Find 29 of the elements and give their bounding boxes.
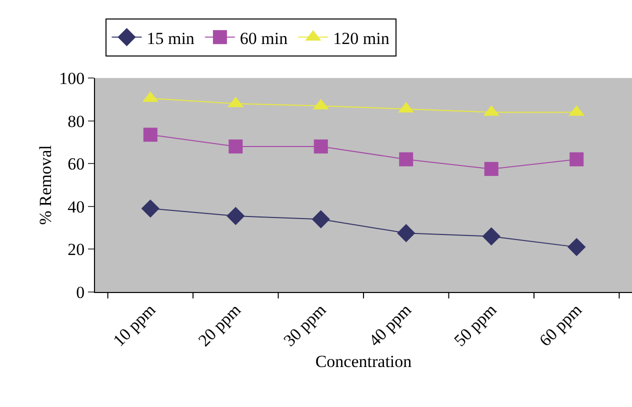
y-tick-label: 100	[59, 68, 85, 88]
y-axis-title: % Removal	[36, 144, 55, 225]
x-tick-label: 60 ppm	[536, 300, 586, 350]
point	[397, 224, 416, 242]
legend-label: 15 min	[146, 28, 195, 48]
legend-label: 120 min	[333, 28, 390, 48]
point	[482, 227, 500, 246]
point	[314, 139, 328, 154]
x-tick-label: 50 ppm	[450, 300, 500, 350]
point	[226, 206, 245, 226]
x-tick-label: 40 ppm	[365, 300, 415, 350]
point	[141, 199, 160, 218]
point	[228, 139, 243, 154]
y-tick-label: 20	[68, 240, 85, 260]
y-tick-label: 40	[68, 197, 85, 216]
point	[312, 210, 330, 228]
point	[399, 152, 414, 166]
x-tick-label: 10 ppm	[109, 300, 160, 350]
x-axis-title: Concentration	[315, 352, 412, 372]
legend-label: 60 min	[240, 28, 288, 48]
y-tick-label: 80	[68, 112, 85, 131]
y-tick-label: 0	[76, 282, 85, 302]
point	[484, 162, 498, 176]
x-tick-label: 30 ppm	[280, 300, 330, 350]
point	[143, 128, 158, 142]
y-tick-label: 60	[68, 154, 85, 174]
point	[568, 238, 586, 256]
point	[570, 152, 584, 166]
x-tick-label: 20 ppm	[194, 300, 244, 350]
